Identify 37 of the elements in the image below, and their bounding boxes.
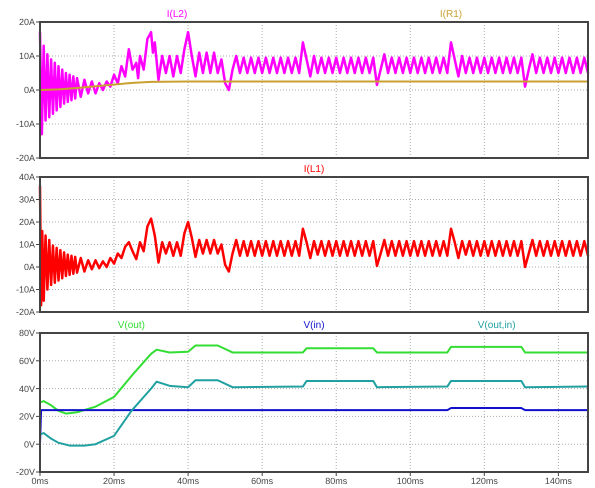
y-tick-label: 0V xyxy=(24,439,35,450)
line-series xyxy=(39,379,589,447)
x-tick-label: 40ms xyxy=(177,476,200,486)
y-tick-label: 20A xyxy=(18,217,35,228)
line-series xyxy=(38,30,590,136)
text: I(L1) xyxy=(304,164,324,175)
x-tick-label: 80ms xyxy=(325,476,348,486)
series-label: I(L2) xyxy=(166,9,188,20)
x-tick-label: 0ms xyxy=(31,476,49,486)
text: V(out,in) xyxy=(478,320,516,331)
y-tick-label: 30A xyxy=(18,194,35,205)
y-tick-label: 40A xyxy=(18,172,35,182)
x-tick-label: 120ms xyxy=(470,476,498,486)
y-tick-label: 80V xyxy=(18,328,35,338)
y-tick-label: -10A xyxy=(16,284,35,295)
text: V(in) xyxy=(303,320,325,331)
y-tick-label: -20V xyxy=(16,467,35,478)
text: V(out) xyxy=(118,320,145,331)
y-tick-label: 10A xyxy=(18,240,35,250)
x-tick-label: 100ms xyxy=(396,476,424,486)
x-tick-label: 140ms xyxy=(544,476,572,486)
line-series xyxy=(39,80,589,91)
y-tick-label: 40V xyxy=(18,384,35,394)
y-tick-label: 0A xyxy=(24,85,35,96)
y-tick-label: 20A xyxy=(18,17,35,28)
line-series xyxy=(38,184,590,306)
y-tick-label: -10A xyxy=(16,119,35,130)
y-tick-label: 20V xyxy=(18,412,35,422)
y-tick-label: 60V xyxy=(18,356,35,366)
y-tick-label: -20A xyxy=(16,307,35,318)
y-tick-label: -20A xyxy=(16,153,35,164)
x-tick-label: 60ms xyxy=(251,476,274,486)
line-series xyxy=(39,344,589,415)
text: I(R1) xyxy=(440,9,462,20)
y-tick-label: 0A xyxy=(24,262,35,272)
x-tick-label: 20ms xyxy=(103,476,126,486)
y-tick-label: 10A xyxy=(18,51,35,62)
